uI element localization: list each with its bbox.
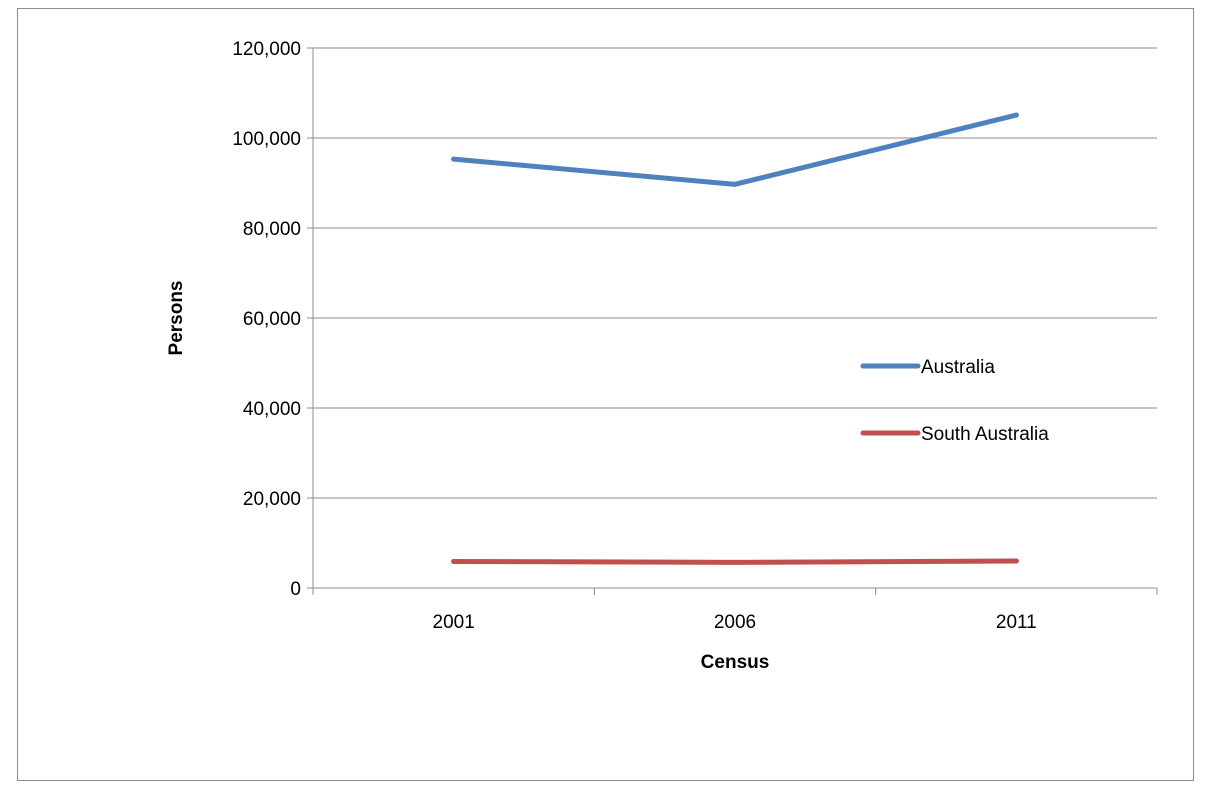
series-line-australia	[451, 112, 1019, 187]
data-point	[451, 156, 457, 162]
data-point	[732, 181, 738, 187]
data-point	[732, 559, 738, 565]
y-tick-label: 40,000	[243, 399, 301, 420]
x-axis-title: Census	[701, 652, 770, 673]
x-tick-label: 2001	[433, 612, 475, 633]
data-point	[1013, 558, 1019, 564]
line-chart: 0 20,000 40,000 60,000 80,000 100,000 120,000 2…	[166, 39, 1158, 673]
y-tick-label: 20,000	[243, 489, 301, 510]
x-tick-label: 2006	[714, 612, 756, 633]
y-tick-label: 120,000	[232, 39, 301, 60]
y-tick-label: 60,000	[243, 309, 301, 330]
y-tick-label: 80,000	[243, 219, 301, 240]
legend-label: South Australia	[921, 424, 1049, 445]
data-point	[451, 558, 457, 564]
y-tick-label: 0	[290, 579, 301, 600]
data-point	[1013, 112, 1019, 118]
legend-label: Australia	[921, 357, 995, 378]
y-axis-title: Persons	[166, 281, 187, 356]
y-tick-label: 100,000	[232, 129, 301, 150]
plot-group: 0 20,000 40,000 60,000 80,000 100,000 120,000 2…	[166, 39, 1158, 673]
x-tick-label: 2011	[996, 612, 1037, 633]
chart-area: 0 20,000 40,000 60,000 80,000 100,000 120,000 2…	[17, 8, 1194, 781]
